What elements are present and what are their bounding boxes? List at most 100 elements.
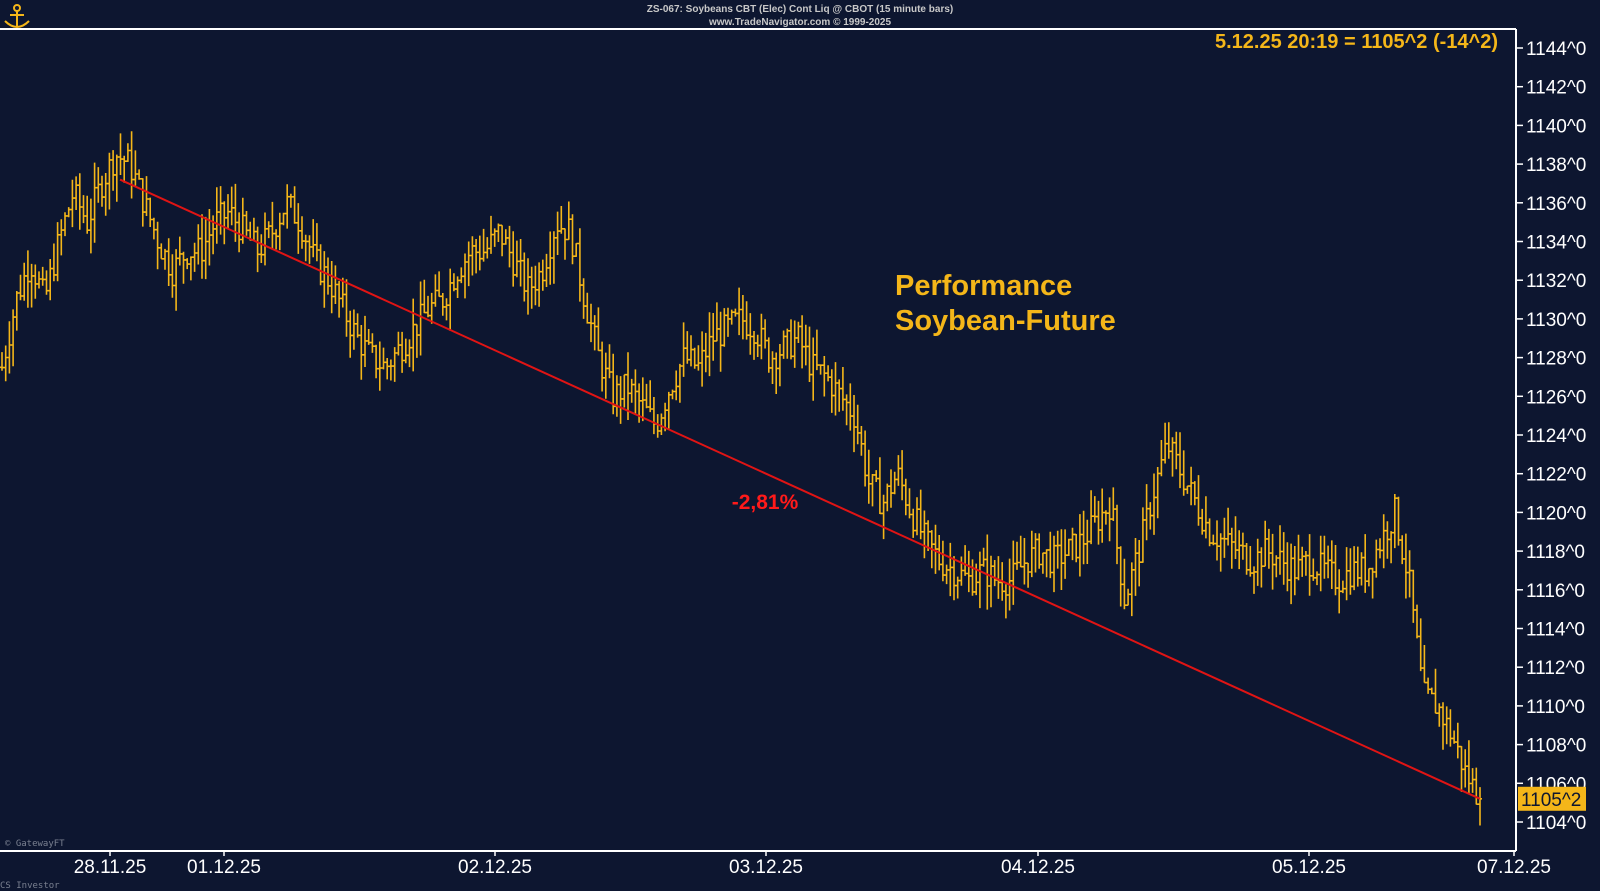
price-bar (826, 365, 831, 382)
price-bar (1044, 549, 1049, 578)
price-bar (74, 176, 79, 210)
price-bar (903, 478, 908, 516)
price-bar (1270, 533, 1275, 590)
x-axis: 28.11.25 01.12.25 02.12.25 03.12.25 04.12.25… (74, 851, 1551, 878)
price-bar (55, 222, 60, 282)
price-bar (600, 341, 605, 392)
price-bar (207, 209, 212, 266)
price-bar (1292, 546, 1297, 596)
price-bar (700, 331, 705, 387)
price-bar (1322, 535, 1327, 579)
price-bar (0, 352, 4, 371)
price-bar (722, 308, 727, 347)
price-bar (333, 265, 338, 304)
price-bar (259, 234, 264, 263)
x-tick-label: 28.11.25 (74, 857, 147, 878)
price-bar (137, 169, 142, 180)
price-bar (674, 370, 679, 401)
price-bar (1252, 566, 1256, 594)
price-bar (118, 133, 123, 175)
price-bar (926, 520, 931, 551)
price-bar (1415, 604, 1419, 639)
price-bar (159, 243, 164, 260)
price-bar (1218, 533, 1223, 572)
price-bar (814, 329, 819, 371)
price-bar (592, 315, 597, 351)
x-tick-label: 04.12.25 (1001, 857, 1075, 878)
price-bar (892, 471, 897, 495)
price-bar (277, 212, 282, 251)
price-bar (1426, 677, 1431, 694)
price-bar (388, 359, 393, 381)
price-bar (1411, 569, 1416, 623)
price-bar (1466, 740, 1471, 794)
price-bar (200, 214, 204, 279)
price-bar (340, 277, 345, 308)
price-bar (551, 231, 556, 284)
price-bar (1418, 618, 1423, 672)
price-bar (307, 235, 312, 264)
price-bar (314, 223, 319, 262)
price-bar (266, 221, 271, 239)
price-bar (640, 377, 645, 422)
price-bar (1437, 703, 1442, 727)
price-bar (114, 154, 119, 202)
price-bar (1074, 533, 1079, 563)
price-bar (966, 550, 971, 593)
price-bar (355, 313, 360, 338)
price-bar (226, 194, 230, 229)
price-bar (829, 369, 834, 413)
price-bar (1111, 487, 1116, 521)
price-bar (885, 483, 890, 512)
price-bar (1033, 533, 1038, 573)
price-bar (1122, 558, 1127, 610)
y-tick-label: 1108^0 (1526, 736, 1586, 757)
price-bar (170, 254, 175, 298)
price-bar (1148, 502, 1153, 530)
price-bar (407, 339, 412, 368)
price-bar (1211, 534, 1216, 546)
price-bar (1181, 450, 1186, 496)
price-bar (1096, 500, 1101, 545)
chart-header-title: ZS-067: Soybeans CBT (Elec) Cont Liq @ C… (647, 4, 953, 15)
price-bar (318, 244, 323, 286)
price-bar (440, 293, 445, 316)
price-bar (626, 352, 630, 420)
price-bar (500, 224, 505, 257)
price-bar (1152, 473, 1156, 535)
y-tick-label: 1142^0 (1526, 78, 1586, 99)
price-bar (570, 214, 575, 265)
price-bar (385, 358, 390, 380)
price-bar (437, 271, 442, 298)
price-bar (348, 310, 353, 358)
price-bar (1444, 706, 1449, 745)
price-bar (381, 347, 386, 370)
price-bar (644, 383, 649, 409)
price-bar (740, 295, 745, 340)
price-bar (481, 228, 486, 262)
price-bar (1244, 543, 1249, 575)
y-axis: 1104^01106^01108^01110^01112^01114^01116… (1516, 39, 1586, 834)
price-bar (559, 206, 564, 234)
price-bar (359, 325, 364, 380)
price-bar (1159, 440, 1164, 477)
price-bar (844, 394, 849, 426)
y-tick-label: 1126^0 (1526, 387, 1586, 408)
performance-change-label: -2,81% (732, 491, 799, 514)
price-bar (296, 203, 301, 254)
price-bar (822, 356, 827, 397)
price-bar (855, 404, 860, 445)
price-bar (396, 331, 401, 356)
y-tick-label: 1140^0 (1526, 116, 1586, 137)
price-bar (129, 131, 134, 199)
price-bar (874, 470, 879, 482)
price-bar (181, 251, 186, 284)
price-bar (733, 308, 738, 317)
price-bar (503, 229, 508, 245)
price-bar (177, 236, 182, 266)
price-bar (33, 264, 38, 299)
y-tick-label: 1120^0 (1526, 503, 1586, 524)
price-bar (959, 556, 964, 586)
price-bar (792, 320, 797, 368)
y-tick-label: 1136^0 (1526, 194, 1586, 215)
